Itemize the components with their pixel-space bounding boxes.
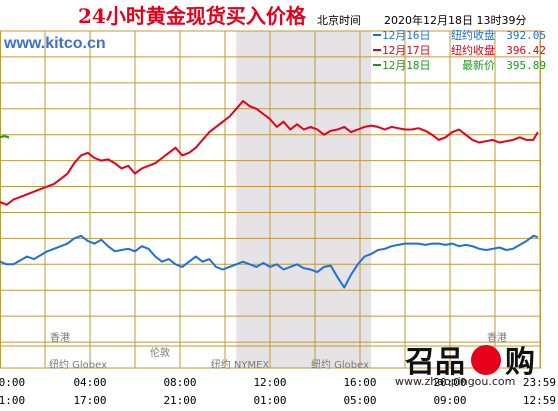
site-watermark: www.kitco.cn: [3, 35, 106, 52]
x-tick-newyork: 01:00: [253, 394, 286, 407]
x-tick-beijing: 20:00: [433, 376, 466, 389]
session-label: 香港: [50, 332, 70, 344]
x-tick-beijing: 08:00: [163, 376, 196, 389]
grid-layer: [0, 30, 541, 369]
session-label: 纽约 NYMEX: [211, 358, 270, 371]
x-tick-beijing: 12:00: [253, 376, 286, 389]
x-tick-beijing: 23:59: [523, 376, 556, 389]
x-tick-newyork: 05:00: [343, 394, 376, 407]
series-line-1: [0, 234, 539, 289]
plot-frame: [0, 30, 541, 369]
series-layer: [0, 100, 539, 289]
legend-label: 纽约收盘: [451, 43, 495, 57]
corner-watermark-text: 召品: [404, 345, 465, 380]
corner-watermark-url: www.zhaopingou.com: [395, 375, 515, 388]
legend-value: 395.89: [506, 59, 546, 72]
x-tick-newyork: 11:00: [0, 394, 25, 407]
legend-value: 392.05: [506, 29, 546, 42]
legend-date: 12月18日: [382, 59, 431, 72]
x-tick-beijing: 16:00: [343, 376, 376, 389]
corner-watermark-badge: [471, 345, 501, 375]
session-label: 香港: [487, 332, 507, 344]
series-line-2: [0, 100, 539, 206]
session-label: 纽约 Globex: [311, 358, 369, 371]
x-tick-newyork: 09:00: [433, 394, 466, 407]
legend-label: 纽约收盘: [451, 28, 495, 42]
x-tick-newyork: 21:00: [163, 394, 196, 407]
timezone-label: 北京时间: [317, 13, 361, 27]
x-tick-newyork: 12:59: [523, 394, 556, 407]
x-tick-beijing: 00:00: [0, 376, 25, 389]
session-label: 伦敦: [150, 346, 170, 359]
legend-value: 396.42: [506, 44, 546, 57]
x-tick-newyork: 17:00: [73, 394, 106, 407]
legend-date: 12月17日: [382, 44, 431, 57]
chart-title: 24小时黄金现货买入价格: [78, 4, 307, 28]
x-axis-ticks: 00:00 04:00 08:00 12:00 16:00 20:00 23:59 11:00…: [0, 376, 556, 407]
legend-date: 12月16日: [382, 29, 431, 42]
session-label: 纽约 Globex: [49, 358, 107, 371]
corner-watermark-text-2: 购: [505, 345, 535, 380]
timestamp: 2020年12月18日 13时39分: [384, 13, 526, 27]
series-line-3: [0, 135, 10, 139]
corner-watermark: 召品 购 www.zhaopingou.com: [395, 345, 535, 388]
legend-label: 最新价: [462, 58, 495, 72]
x-tick-beijing: 04:00: [73, 376, 106, 389]
shaded-session-band: [236, 31, 372, 368]
